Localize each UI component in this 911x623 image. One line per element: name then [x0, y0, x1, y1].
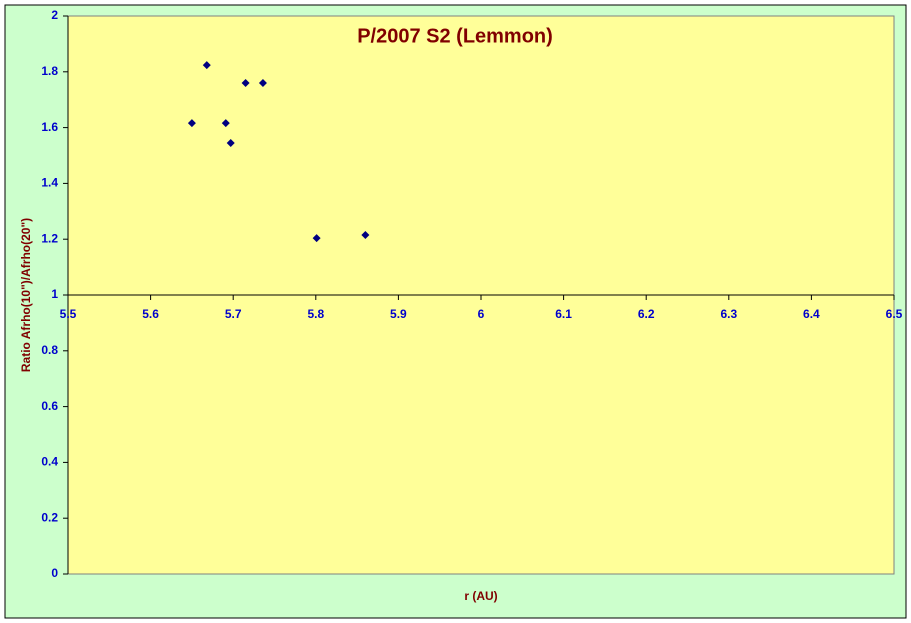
y-tick-label: 0.8: [41, 343, 58, 357]
data-point: [258, 78, 267, 87]
data-point: [361, 231, 370, 240]
data-point: [241, 78, 250, 87]
y-tick-label: 1: [51, 287, 58, 301]
x-tick-label: 5.8: [307, 307, 324, 321]
x-tick-label: 5.9: [390, 307, 407, 321]
y-tick-label: 0.2: [41, 510, 58, 524]
x-tick-label: 5.5: [60, 307, 77, 321]
y-tick-label: 2: [51, 8, 58, 22]
x-tick-label: 6: [478, 307, 485, 321]
data-point: [202, 61, 211, 70]
y-tick-label: 1.8: [41, 64, 58, 78]
data-point: [187, 119, 196, 128]
data-point: [312, 234, 321, 243]
x-tick-label: 5.6: [142, 307, 159, 321]
data-point: [226, 138, 235, 147]
x-axis-label: r (AU): [464, 589, 497, 603]
chart-title: P/2007 S2 (Lemmon): [357, 25, 553, 47]
y-tick-label: 0: [51, 566, 58, 580]
y-tick-label: 1.6: [41, 120, 58, 134]
x-tick-label: 6.3: [720, 307, 737, 321]
y-tick-label: 1.4: [41, 176, 58, 190]
x-tick-label: 6.4: [803, 307, 820, 321]
y-tick-label: 0.4: [41, 455, 58, 469]
y-axis-label: Ratio Afrho(10")/Afrho(20"): [19, 218, 33, 372]
x-tick-label: 5.7: [225, 307, 242, 321]
y-tick-label: 1.2: [41, 231, 58, 245]
y-tick-label: 0.6: [41, 399, 58, 413]
x-tick-label: 6.5: [886, 307, 903, 321]
data-point: [221, 119, 230, 128]
x-tick-label: 6.2: [638, 307, 655, 321]
x-tick-label: 6.1: [555, 307, 572, 321]
